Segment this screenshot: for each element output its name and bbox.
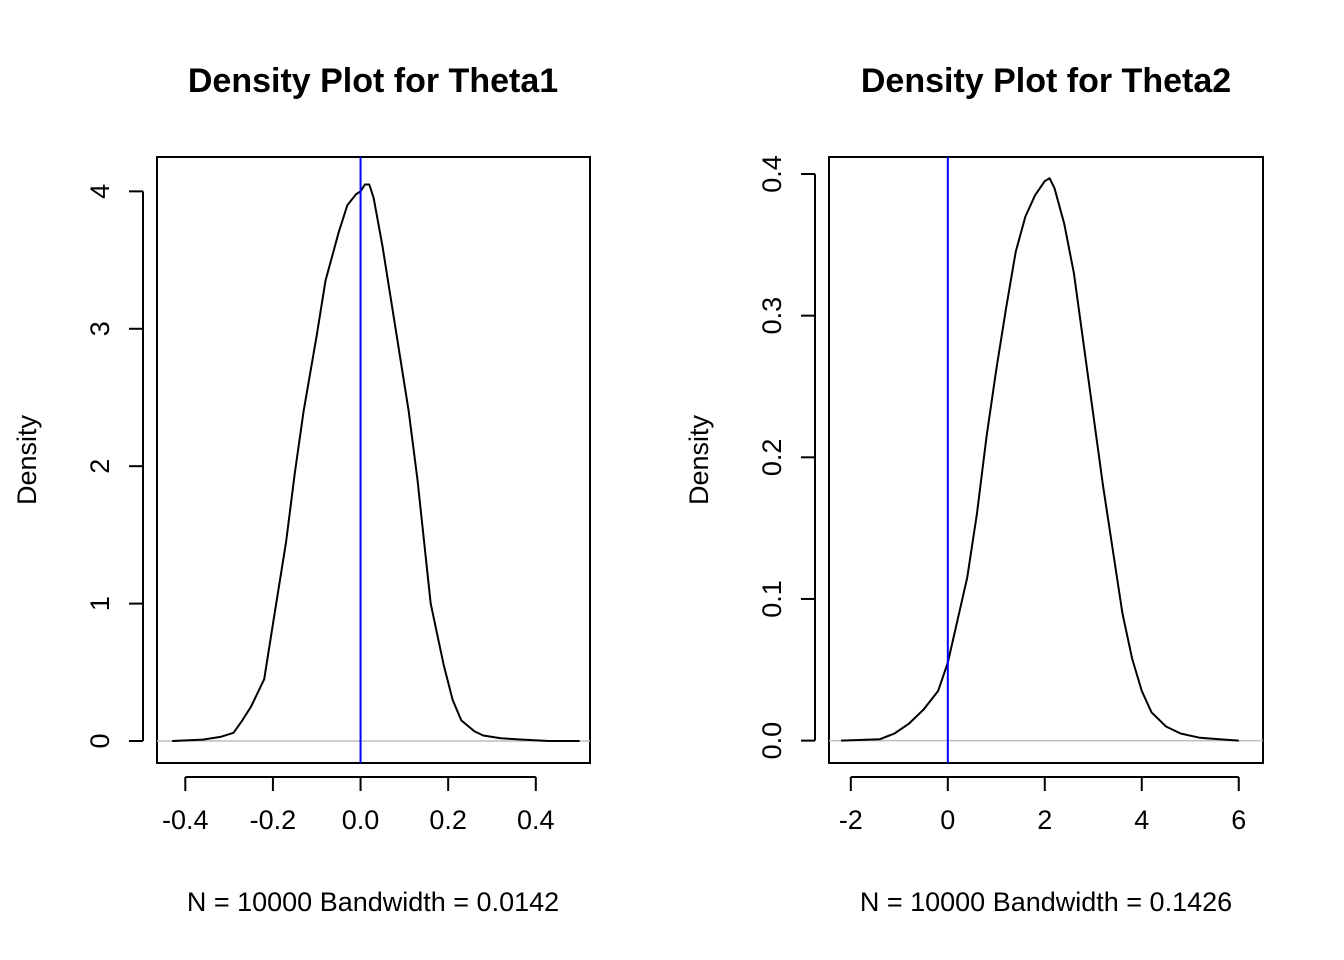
x-tick-label: -0.4 — [162, 805, 209, 835]
x-tick-label: -2 — [839, 805, 863, 835]
x-tick-label: 0 — [940, 805, 955, 835]
x-tick-label: 0.2 — [429, 805, 467, 835]
y-tick-label: 0.3 — [757, 297, 787, 335]
y-tick-label: 4 — [85, 184, 115, 199]
y-tick-label: 0 — [85, 733, 115, 748]
y-tick-label: 0.1 — [757, 580, 787, 618]
x-tick-label: 6 — [1231, 805, 1246, 835]
density-curve — [841, 177, 1239, 742]
y-tick-label: 3 — [85, 321, 115, 336]
x-tick-label: 2 — [1037, 805, 1052, 835]
y-tick-label: 0.0 — [757, 722, 787, 760]
y-tick-label: 0.4 — [757, 155, 787, 193]
x-axis-label: N = 10000 Bandwidth = 0.1426 — [860, 887, 1232, 917]
plot-frame — [156, 156, 591, 764]
y-axis-label: Density — [684, 414, 714, 505]
density-curve — [172, 183, 580, 742]
x-axis-label: N = 10000 Bandwidth = 0.0142 — [187, 887, 559, 917]
y-tick-label: 2 — [85, 459, 115, 474]
x-tick-label: 0.4 — [517, 805, 555, 835]
x-tick-label: 0.0 — [342, 805, 380, 835]
x-tick-label: -0.2 — [250, 805, 297, 835]
y-tick-label: 1 — [85, 596, 115, 611]
y-axis-label: Density — [12, 414, 42, 505]
chart-title: Density Plot for Theta2 — [861, 62, 1231, 100]
plot-frame — [828, 156, 1264, 764]
panel-theta2: Density Plot for Theta2 -2 0 2 4 6 0.0 0.1 0.2 0.… — [684, 62, 1264, 917]
panel-theta1: Density Plot for Theta1 -0.4 -0.2 0.0 0.2 0.4… — [12, 62, 591, 917]
x-tick-label: 4 — [1134, 805, 1149, 835]
chart-title: Density Plot for Theta1 — [188, 62, 558, 100]
y-tick-label: 0.2 — [757, 439, 787, 477]
